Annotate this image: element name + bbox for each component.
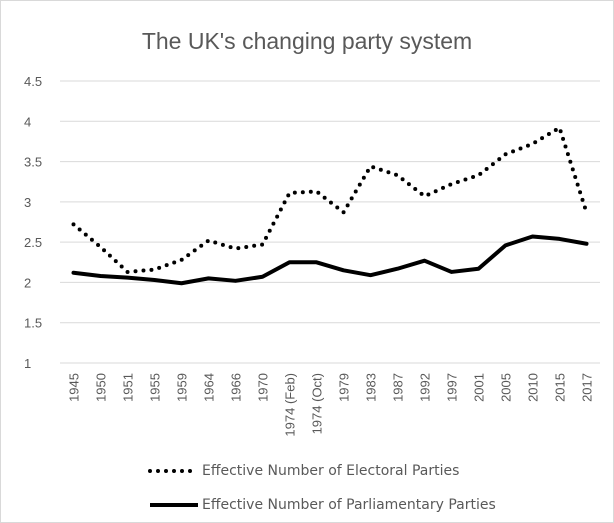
- x-tick-label: 1955: [148, 373, 163, 402]
- x-tick-label: 1974 (Oct): [310, 373, 325, 434]
- x-tick-label: 1951: [121, 373, 136, 402]
- x-tick-label: 1983: [364, 373, 379, 402]
- x-tick-label: 1964: [202, 373, 217, 402]
- legend-item-electoral: Effective Number of Electoral Parties: [148, 461, 459, 481]
- y-tick-label: 1: [24, 356, 31, 371]
- legend-swatch-dotted: [148, 469, 200, 473]
- y-axis-ticks: 1 1.5 2 2.5 3 3.5 4 4.5: [24, 74, 42, 371]
- x-tick-label: 2001: [472, 373, 487, 402]
- x-tick-label: 1950: [94, 373, 109, 402]
- x-tick-label: 1970: [256, 373, 271, 402]
- x-tick-label: 1997: [445, 373, 460, 402]
- legend-label-parliamentary: Effective Number of Parliamentary Partie…: [202, 497, 496, 513]
- series-lines: [71, 125, 589, 286]
- x-tick-label: 1979: [337, 373, 352, 402]
- y-tick-label: 1.5: [24, 316, 42, 331]
- y-tick-label: 3: [24, 195, 31, 210]
- x-tick-label: 2017: [580, 373, 595, 402]
- x-tick-label: 1992: [418, 373, 433, 402]
- legend-label-electoral: Effective Number of Electoral Parties: [202, 463, 460, 479]
- y-tick-label: 3.5: [24, 155, 42, 170]
- x-tick-label: 1945: [67, 373, 82, 402]
- x-tick-label: 1987: [391, 373, 406, 402]
- x-tick-label: 1966: [229, 373, 244, 402]
- x-axis-ticks: 1945 1950 1951 1955 1959 1964 1966 1970 1974 (Fe…: [67, 373, 595, 437]
- x-tick-label: 2010: [526, 373, 541, 402]
- x-tick-label: 2015: [553, 373, 568, 402]
- chart-title: The UK's changing party system: [141, 28, 473, 54]
- y-tick-label: 4.5: [24, 74, 42, 89]
- series-line-electoral: [71, 125, 589, 274]
- x-tick-label: 1974 (Feb): [283, 373, 298, 437]
- y-tick-label: 2: [24, 275, 31, 290]
- y-tick-label: 4: [24, 114, 31, 129]
- gridlines: [60, 80, 600, 364]
- legend-swatch-solid: [150, 503, 198, 507]
- legend-item-parliamentary: Effective Number of Parliamentary Partie…: [148, 495, 496, 515]
- x-tick-label: 2005: [499, 373, 514, 402]
- y-tick-label: 2.5: [24, 235, 42, 250]
- series-line-parliamentary: [71, 234, 589, 286]
- x-tick-label: 1959: [175, 373, 190, 402]
